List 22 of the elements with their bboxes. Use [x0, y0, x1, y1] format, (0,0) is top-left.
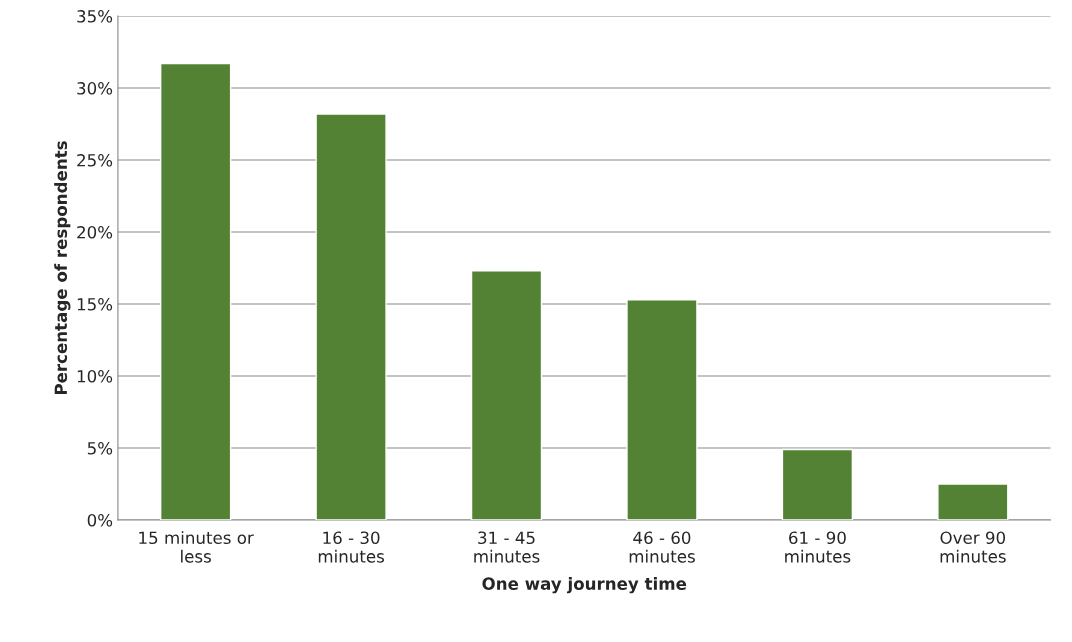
y-tick-label: 20% [77, 226, 113, 239]
y-tick-label: 10% [77, 369, 113, 383]
y-tick-label: 5% [87, 441, 113, 455]
y-tick-label: 30% [77, 82, 113, 95]
y-tick-label: 0% [87, 513, 113, 527]
x-tick-label: 61 - 90 minutes [785, 531, 851, 563]
y-axis-title: Percentage of respondents [54, 141, 71, 395]
bar [937, 483, 1009, 521]
bar [315, 113, 387, 521]
y-tick-label: 25% [77, 154, 113, 167]
bar [470, 270, 543, 521]
bar [781, 448, 854, 521]
y-tick-label: 35% [77, 10, 113, 23]
bar [626, 299, 698, 521]
x-axis-title: One way journey time [482, 577, 687, 594]
x-tick-label: 16 - 30 minutes [318, 531, 384, 563]
x-tick-label: 46 - 60 minutes [629, 531, 695, 563]
x-tick-label: 15 minutes or less [139, 531, 254, 563]
bar [159, 62, 232, 521]
x-tick-label: Over 90 minutes [940, 531, 1006, 563]
x-tick-label: 31 - 45 minutes [474, 531, 540, 563]
y-tick-label: 15% [77, 298, 113, 311]
